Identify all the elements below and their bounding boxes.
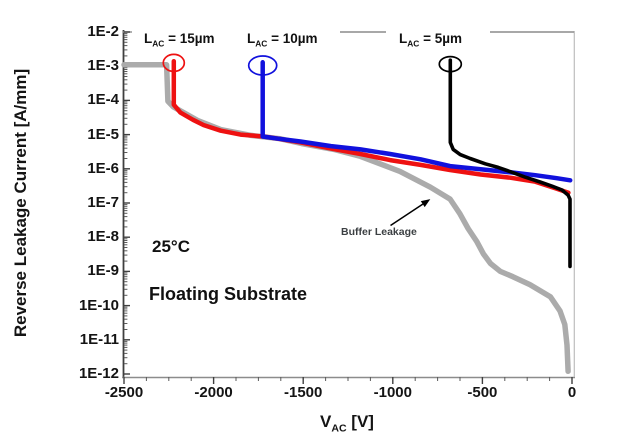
legend-lac10-value: = 10µm [267, 31, 318, 46]
x-tick-label--1500: -1500 [284, 384, 323, 401]
marker-ellipse-lac-15um [162, 53, 186, 73]
legend-label-lac-10um: LAC = 10µm [244, 31, 321, 49]
x-axis-ticks [123, 377, 573, 384]
x-tick-label-0: 0 [567, 384, 577, 401]
y-tick-label-1E-2: 1E-2 [87, 23, 119, 40]
buffer-leakage-arrow [390, 199, 431, 227]
legend-lac10-subscript: AC [255, 38, 268, 49]
marker-ellipse-lac-5um [438, 55, 463, 73]
y-tick-label-1E-11: 1E-11 [79, 330, 119, 348]
curve-lac-10um [260, 60, 573, 183]
x-tick-label--1000: -1000 [373, 384, 412, 401]
x-axis-title-subscript: AC [331, 422, 347, 435]
x-tick-label--2000: -2000 [194, 384, 233, 401]
legend-lac15-subscript: AC [152, 38, 165, 49]
curve-buffer-leakage [121, 62, 571, 375]
x-axis-title: VAC [V] [320, 412, 374, 435]
curve-lac-5um [448, 58, 572, 269]
legend-lac15-value: = 15µm [164, 31, 215, 46]
legend-label-lac-15um: LAC = 15µm [141, 31, 218, 49]
legend-lac5-subscript: AC [407, 38, 420, 49]
axis-frame [122, 30, 575, 379]
annotation-buffer-leakage: Buffer Leakage [341, 226, 417, 238]
legend-lac15-symbol: L [144, 31, 153, 46]
y-tick-label-1E-3: 1E-3 [87, 57, 119, 75]
y-tick-label-1E-7: 1E-7 [87, 194, 119, 211]
y-tick-label-1E-10: 1E-10 [78, 296, 119, 314]
y-tick-label-1E-9: 1E-9 [87, 262, 119, 280]
x-axis-title-symbol: V [320, 412, 332, 431]
y-tick-label-1E-12: 1E-12 [78, 365, 119, 382]
annotation-temperature: 25°C [152, 237, 190, 256]
x-axis-title-unit: [V] [346, 412, 374, 431]
y-tick-label-1E-5: 1E-5 [87, 125, 119, 143]
y-tick-label-1E-8: 1E-8 [87, 228, 119, 246]
x-tick-label--2500: -2500 [104, 384, 144, 401]
legend-label-lac-5um: LAC = 5µm [396, 31, 466, 49]
marker-ellipse-lac-10um [247, 55, 278, 76]
legend-lac10-symbol: L [247, 31, 256, 46]
x-tick-label--500: -500 [467, 384, 498, 401]
legend-lac5-symbol: L [399, 31, 408, 46]
y-tick-label-1E-6: 1E-6 [87, 159, 119, 177]
legend-lac5-value: = 5µm [419, 31, 463, 46]
y-tick-label-1E-4: 1E-4 [87, 91, 119, 109]
y-axis-ticks [124, 31, 130, 375]
annotation-floating-substrate: Floating Substrate [149, 284, 308, 304]
